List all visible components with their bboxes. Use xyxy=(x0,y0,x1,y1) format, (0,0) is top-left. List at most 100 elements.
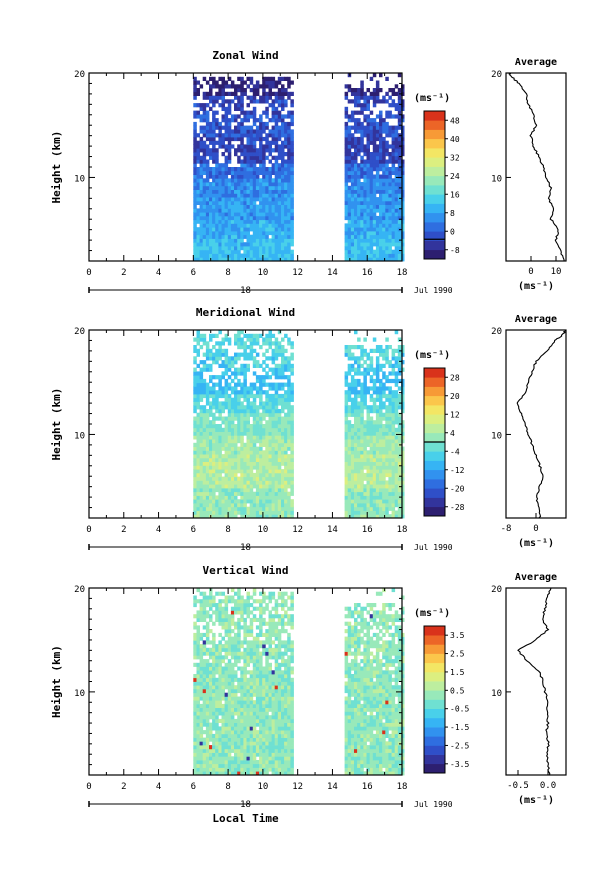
heatmap-cell xyxy=(382,454,386,459)
average-x-tick-label: 10 xyxy=(551,267,562,277)
heatmap-cell xyxy=(388,386,392,391)
heatmap-cell xyxy=(205,621,210,626)
heatmap-cell xyxy=(255,238,260,243)
heatmap-cell xyxy=(221,88,225,93)
heatmap-cell xyxy=(274,424,279,429)
heatmap-cell xyxy=(354,409,358,414)
heatmap-cell xyxy=(240,503,244,508)
heatmap-cell xyxy=(268,435,272,440)
heatmap-cell xyxy=(268,197,272,202)
heatmap-cell xyxy=(350,155,355,160)
heatmap-cell xyxy=(243,454,247,459)
heatmap-cell xyxy=(363,227,367,232)
heatmap-cell xyxy=(281,427,285,432)
heatmap-cell xyxy=(271,499,276,504)
heatmap-cell xyxy=(240,167,244,172)
heatmap-cell xyxy=(240,91,244,96)
heatmap-cell xyxy=(262,427,266,432)
x-tick-label: 12 xyxy=(292,268,303,278)
heatmap-cell xyxy=(274,136,279,142)
heatmap-cell xyxy=(255,514,260,519)
heatmap-cell xyxy=(268,409,272,414)
heatmap-cell xyxy=(274,352,279,357)
heatmap-cell xyxy=(199,666,204,671)
heatmap-cell xyxy=(215,771,219,776)
heatmap-cell xyxy=(350,491,355,496)
heatmap-cell xyxy=(240,442,244,447)
heatmap-cell xyxy=(196,666,200,671)
heatmap-cell xyxy=(366,352,370,357)
heatmap-cell xyxy=(202,606,207,611)
heatmap-cell xyxy=(344,378,349,384)
heatmap-cell xyxy=(281,163,285,168)
heatmap-cell xyxy=(193,636,197,641)
heatmap-cell xyxy=(268,382,272,387)
heatmap-cell xyxy=(391,409,396,414)
heatmap-cell xyxy=(218,352,222,357)
heatmap-cell xyxy=(287,476,291,481)
heatmap-cell xyxy=(243,446,247,451)
heatmap-cell xyxy=(385,144,389,149)
heatmap-cell xyxy=(357,457,361,462)
heatmap-cell xyxy=(287,167,291,172)
heatmap-cell xyxy=(344,223,349,228)
heatmap-cell xyxy=(249,223,254,228)
heatmap-cell xyxy=(360,95,364,100)
heatmap-cell xyxy=(230,476,235,481)
heatmap-cell xyxy=(394,140,399,145)
heatmap-cell xyxy=(240,208,244,213)
heatmap-cell xyxy=(372,125,377,130)
colorbar-tick-label: 24 xyxy=(450,172,460,181)
heatmap-cell xyxy=(366,420,370,425)
heatmap-cell xyxy=(212,454,216,459)
heatmap-cell xyxy=(230,212,235,217)
heatmap-cell xyxy=(271,182,276,187)
heatmap-cell xyxy=(366,439,370,444)
heatmap-cell xyxy=(382,144,386,149)
heatmap-cell xyxy=(212,472,216,478)
heatmap-cell xyxy=(199,752,204,757)
heatmap-cell xyxy=(394,125,399,130)
heatmap-cell xyxy=(274,118,279,123)
heatmap-cell xyxy=(394,242,399,247)
heatmap-cell xyxy=(240,76,244,81)
heatmap-cell xyxy=(388,215,392,221)
heatmap-cell xyxy=(347,439,352,444)
heatmap-cell xyxy=(262,514,266,519)
heatmap-cell xyxy=(255,465,260,470)
heatmap-cell xyxy=(259,144,263,149)
heatmap-cell xyxy=(369,246,374,251)
heatmap-cell xyxy=(277,341,282,346)
heatmap-cell xyxy=(360,103,364,108)
heatmap-cell xyxy=(224,242,229,247)
heatmap-cell xyxy=(193,242,197,247)
heatmap-cell xyxy=(215,170,219,175)
heatmap-cell xyxy=(221,409,225,414)
heatmap-cell xyxy=(237,487,241,493)
heatmap-cell xyxy=(259,442,263,447)
heatmap-cell xyxy=(205,393,210,399)
heatmap-cell xyxy=(202,692,207,697)
heatmap-cell xyxy=(199,333,204,338)
heatmap-cell xyxy=(209,189,213,194)
heatmap-cell xyxy=(255,136,260,142)
heatmap-cell xyxy=(394,382,399,387)
heatmap-cell xyxy=(385,337,389,342)
heatmap-cell xyxy=(382,253,386,258)
heatmap-cell xyxy=(354,185,358,190)
heatmap-cell xyxy=(255,167,260,172)
heatmap-cell xyxy=(290,363,294,368)
timeline-day-label: 18 xyxy=(240,543,251,553)
heatmap-cell xyxy=(205,163,210,168)
heatmap-cell xyxy=(363,99,367,104)
heatmap-cell xyxy=(202,170,207,175)
heatmap-cell xyxy=(209,730,213,735)
heatmap-cell xyxy=(255,253,260,258)
heatmap-cell xyxy=(287,405,291,410)
heatmap-cell xyxy=(212,446,216,451)
heatmap-cell xyxy=(344,230,349,236)
heatmap-cell xyxy=(281,182,285,187)
heatmap-cell xyxy=(259,234,263,239)
heatmap-cell xyxy=(252,442,257,447)
heatmap-cell xyxy=(385,345,389,350)
